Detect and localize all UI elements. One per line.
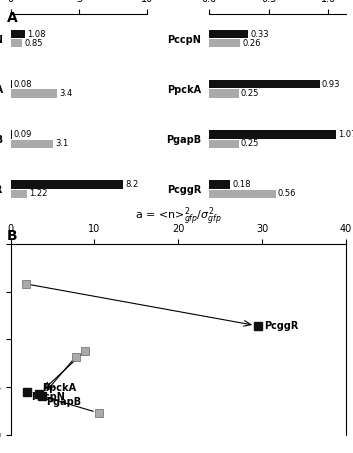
Bar bbox=[11, 39, 22, 48]
Text: PgapB: PgapB bbox=[46, 397, 81, 407]
Text: PpckA: PpckA bbox=[42, 383, 77, 393]
Text: 0.25: 0.25 bbox=[241, 89, 259, 98]
Bar bbox=[209, 80, 320, 88]
Bar bbox=[11, 130, 12, 139]
Text: PccpN: PccpN bbox=[31, 392, 65, 402]
Text: 0.09: 0.09 bbox=[14, 130, 32, 139]
Bar bbox=[11, 180, 123, 189]
Bar bbox=[11, 80, 12, 88]
Bar bbox=[209, 180, 231, 189]
Text: PcggR: PcggR bbox=[265, 321, 299, 331]
Text: 1.07: 1.07 bbox=[339, 130, 353, 139]
Bar bbox=[11, 30, 25, 38]
Bar bbox=[209, 130, 336, 139]
Bar bbox=[11, 190, 27, 198]
Text: 3.4: 3.4 bbox=[59, 89, 72, 98]
Text: 0.08: 0.08 bbox=[14, 80, 32, 89]
Bar bbox=[209, 39, 240, 48]
Text: A: A bbox=[7, 11, 18, 25]
Text: 3.1: 3.1 bbox=[55, 139, 68, 148]
Bar bbox=[209, 89, 239, 98]
Text: B: B bbox=[7, 229, 18, 243]
Text: 0.93: 0.93 bbox=[322, 80, 340, 89]
Text: 8.2: 8.2 bbox=[125, 180, 138, 189]
Bar bbox=[11, 89, 57, 98]
Bar bbox=[11, 140, 53, 148]
Text: 0.18: 0.18 bbox=[233, 180, 251, 189]
Text: 1.22: 1.22 bbox=[29, 189, 48, 198]
X-axis label: a = <n>$^2_{gfp}$/$σ^2_{gfp}$: a = <n>$^2_{gfp}$/$σ^2_{gfp}$ bbox=[135, 206, 222, 228]
Text: 0.56: 0.56 bbox=[278, 189, 296, 198]
Text: 0.85: 0.85 bbox=[24, 39, 43, 48]
Text: 1.08: 1.08 bbox=[28, 29, 46, 39]
Text: 0.26: 0.26 bbox=[242, 39, 261, 48]
Bar bbox=[209, 140, 239, 148]
Bar bbox=[209, 190, 276, 198]
Text: 0.33: 0.33 bbox=[250, 29, 269, 39]
Text: 0.25: 0.25 bbox=[241, 139, 259, 148]
Bar bbox=[209, 30, 249, 38]
